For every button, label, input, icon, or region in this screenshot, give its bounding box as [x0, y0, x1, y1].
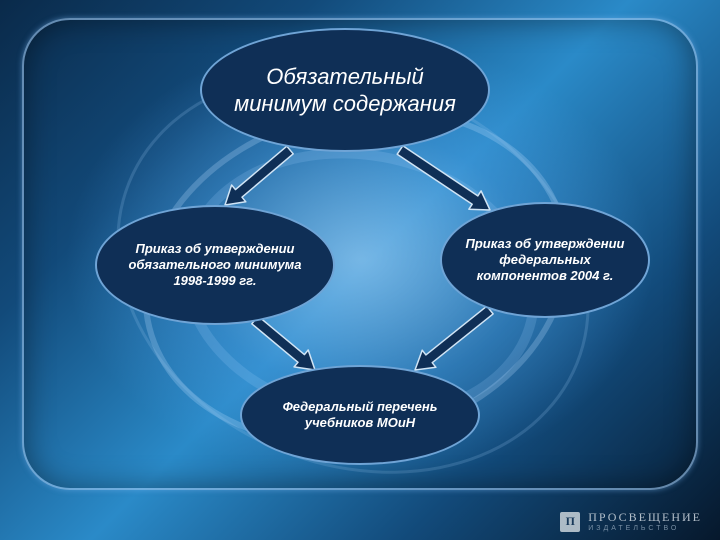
node-label: Приказ об утверждении обязательного мини…: [113, 241, 317, 290]
slide: Обязательный минимум содержания Приказ о…: [0, 0, 720, 540]
node-label: Федеральный перечень учебников МОиН: [258, 399, 462, 432]
node-order-1998-1999: Приказ об утверждении обязательного мини…: [95, 205, 335, 325]
node-federal-textbook-list: Федеральный перечень учебников МОиН: [240, 365, 480, 465]
publisher-footer: П ПРОСВЕЩЕНИЕ ИЗДАТЕЛЬСТВО: [560, 511, 702, 532]
node-mandatory-minimum: Обязательный минимум содержания: [200, 28, 490, 152]
node-label: Приказ об утверждении федеральных компон…: [458, 236, 632, 285]
node-order-2004: Приказ об утверждении федеральных компон…: [440, 202, 650, 318]
publisher-name: ПРОСВЕЩЕНИЕ: [588, 511, 702, 523]
publisher-text: ПРОСВЕЩЕНИЕ ИЗДАТЕЛЬСТВО: [588, 511, 702, 532]
logo-letter: П: [566, 514, 575, 529]
node-label: Обязательный минимум содержания: [218, 63, 472, 118]
publisher-logo-icon: П: [560, 512, 580, 532]
publisher-sub: ИЗДАТЕЛЬСТВО: [588, 525, 702, 532]
